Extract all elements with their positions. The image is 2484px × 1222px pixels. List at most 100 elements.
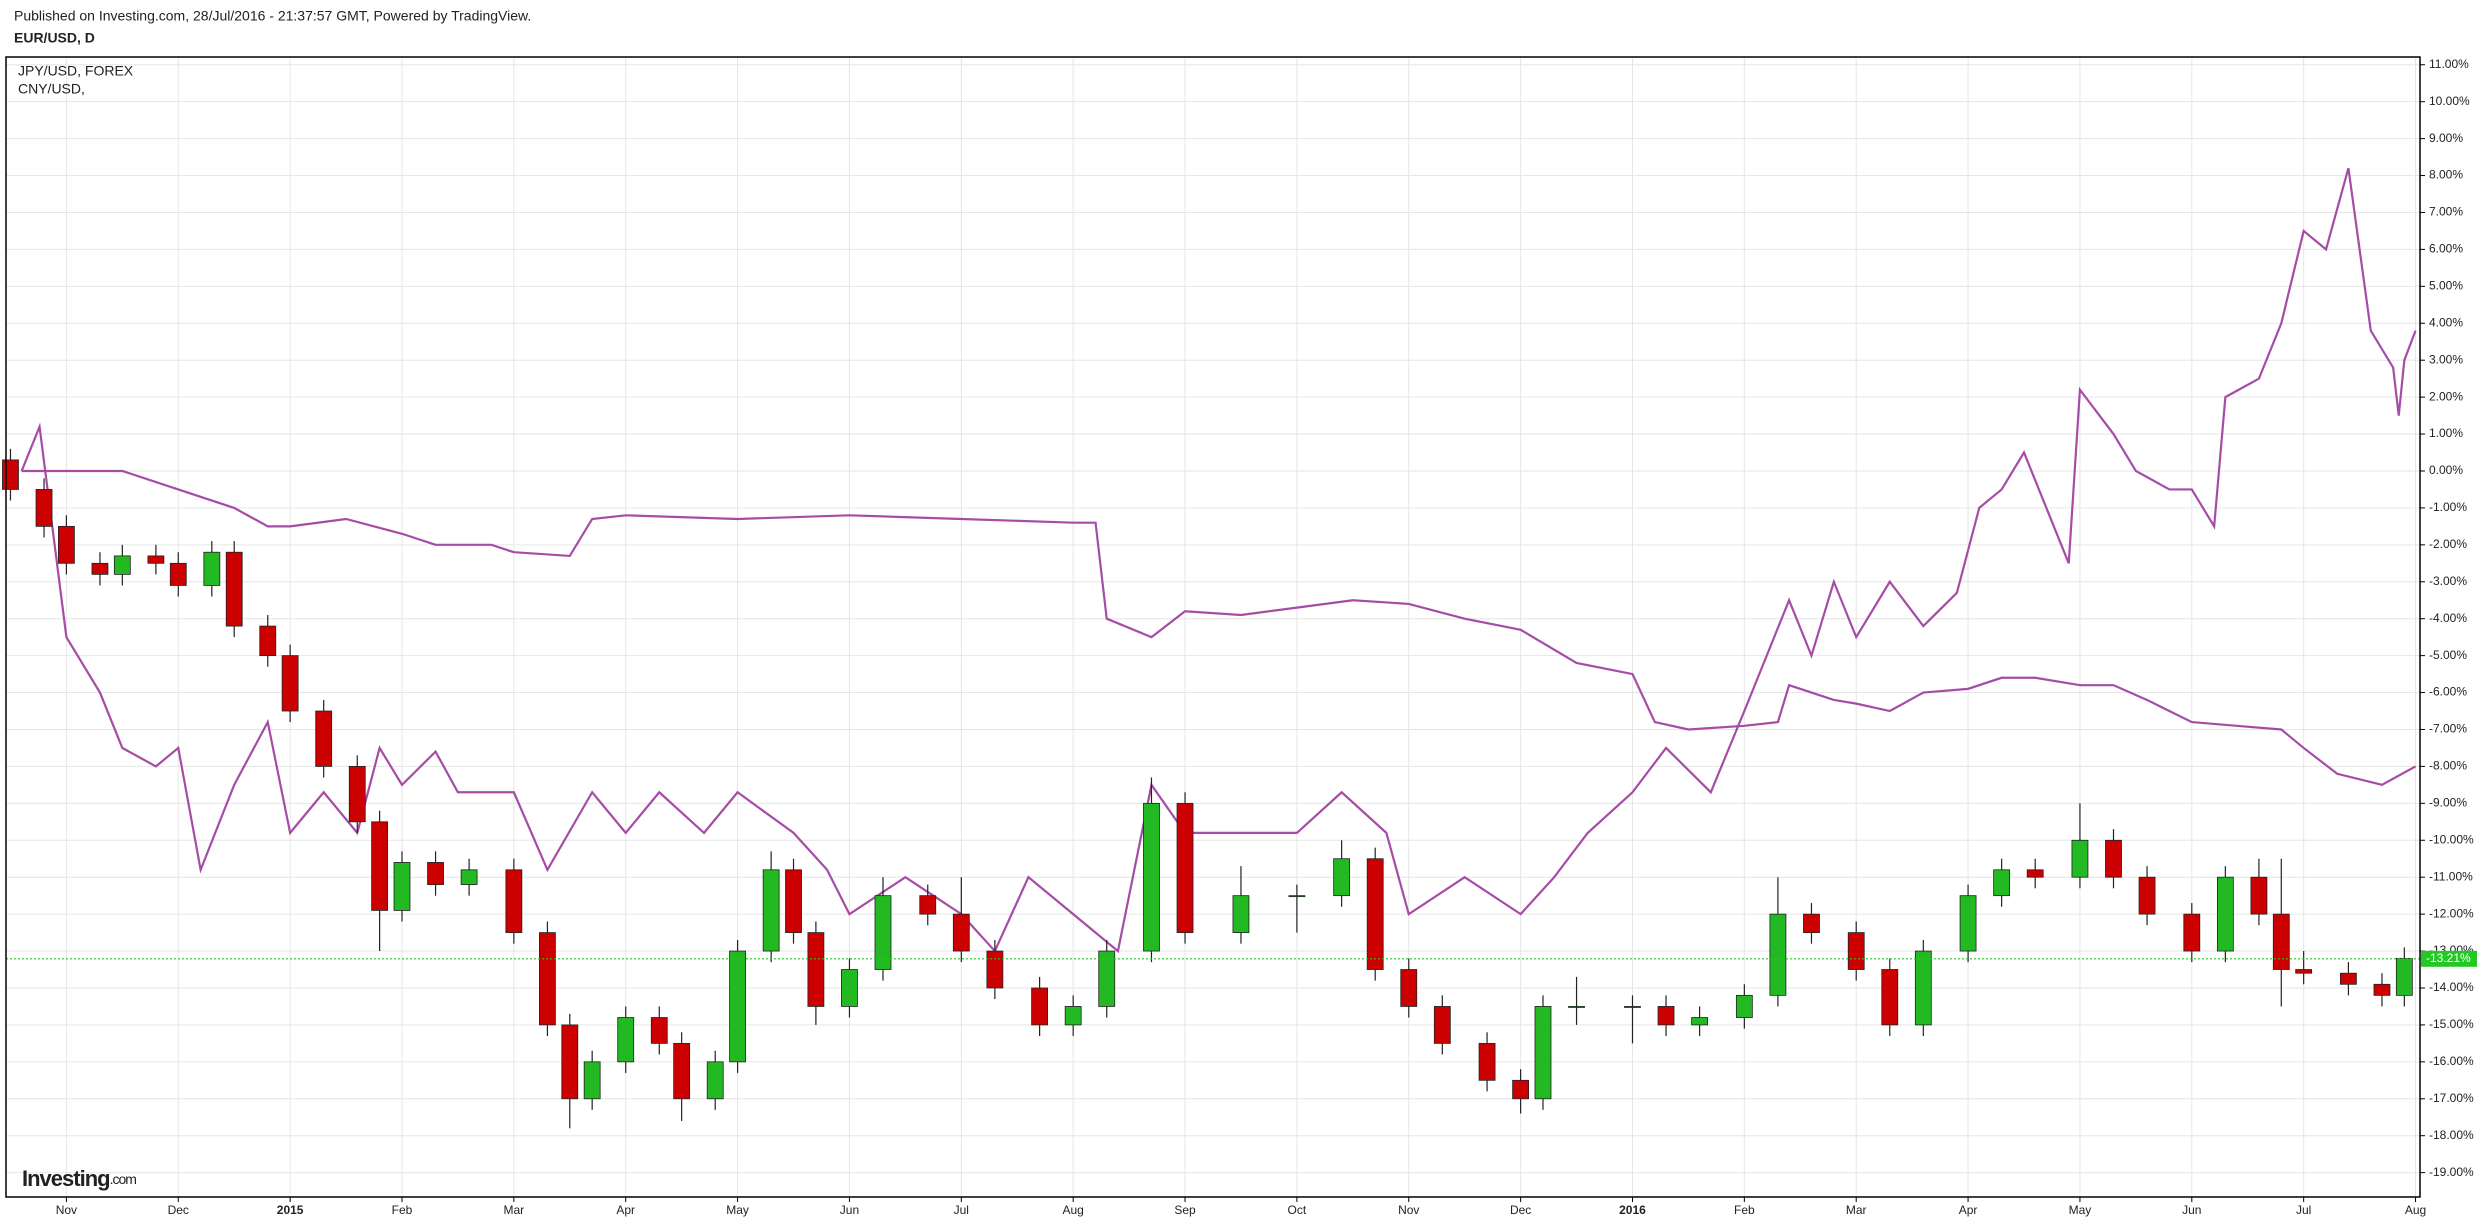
y-tick-label: 7.00% (2429, 205, 2463, 219)
candle-body (2183, 913, 2201, 952)
x-tick-label: Jul (954, 1203, 969, 1217)
candle-body (2216, 876, 2234, 952)
candle-body (1333, 858, 1351, 897)
x-tick-label: Mar (1846, 1203, 1867, 1217)
candle-body (706, 1061, 724, 1100)
y-tick-label: -5.00% (2429, 648, 2467, 662)
candle-body (35, 489, 53, 527)
candle-body (1232, 895, 1250, 933)
candle-body (315, 710, 333, 767)
x-tick-label: Aug (1062, 1203, 1083, 1217)
candle-body (1691, 1017, 1709, 1026)
y-tick-label: -11.00% (2429, 869, 2473, 883)
candle-body (1735, 994, 1753, 1018)
y-tick-label: -14.00% (2429, 980, 2474, 994)
logo-name: Investing (22, 1166, 110, 1191)
y-tick-label: -17.00% (2429, 1091, 2474, 1105)
y-tick-label: -4.00% (2429, 611, 2467, 625)
candle-body (561, 1024, 579, 1100)
candle-body (1176, 802, 1194, 933)
candle-body (539, 932, 556, 1026)
x-tick-label: Sep (1174, 1203, 1196, 1217)
candle-body (1366, 858, 1384, 970)
x-tick-label: 2015 (277, 1203, 304, 1217)
x-tick-label: Jun (840, 1203, 859, 1217)
y-tick-label: 4.00% (2429, 315, 2463, 329)
chart-title: EUR/USD, D (14, 30, 95, 46)
y-tick-label: 5.00% (2429, 279, 2463, 293)
candle-body (460, 869, 478, 885)
y-tick-label: 6.00% (2429, 242, 2463, 256)
candle-body (1433, 1006, 1451, 1044)
candle-body (1624, 1006, 1641, 1008)
candle-body (1478, 1042, 1496, 1081)
y-tick-label: 10.00% (2429, 94, 2470, 108)
x-tick-label: Mar (504, 1203, 525, 1217)
candle-body (259, 625, 277, 657)
last-value-box (2421, 950, 2477, 967)
y-tick-label: -16.00% (2429, 1054, 2474, 1068)
y-tick-label: -8.00% (2429, 759, 2467, 773)
candle-body (841, 969, 858, 1007)
candle-body (2, 459, 19, 490)
candle-body (113, 555, 131, 575)
logo-suffix: .com (110, 1171, 137, 1187)
candle-body (2250, 876, 2268, 915)
candle-body (583, 1061, 601, 1100)
x-tick-label: Nov (56, 1203, 77, 1217)
x-tick-label: Feb (1734, 1203, 1755, 1217)
candle-body (91, 562, 109, 575)
line-series (20, 167, 2417, 954)
candle-body (58, 525, 75, 564)
candle-body (2138, 876, 2156, 915)
y-tick-label: 2.00% (2429, 389, 2463, 403)
x-tick-label: Nov (1398, 1203, 1419, 1217)
candle-body (348, 766, 366, 823)
plot-frame (5, 56, 2421, 1198)
candle-body (2395, 958, 2413, 996)
candle-body (2105, 839, 2122, 878)
y-tick-label: 11.00% (2429, 57, 2469, 71)
candle-body (281, 655, 299, 712)
candle-body (1064, 1006, 1082, 1026)
y-tick-label: -7.00% (2429, 722, 2467, 736)
y-tick-label: 3.00% (2429, 352, 2463, 366)
candle-body (2272, 913, 2290, 970)
candle-body (1881, 969, 1899, 1026)
y-tick-label: 8.00% (2429, 168, 2463, 182)
line-series (21, 469, 2417, 787)
candle-body (1031, 987, 1049, 1026)
candle-body (729, 950, 746, 1063)
candle-body (505, 869, 523, 933)
candle-body (225, 551, 243, 627)
x-tick-label: May (2069, 1203, 2092, 1217)
candle-body (1534, 1006, 1552, 1100)
candle-body (1400, 969, 1418, 1007)
candle-body (762, 869, 780, 952)
candle-body (1512, 1079, 1530, 1100)
candle-body (874, 895, 892, 970)
candle-body (1993, 869, 2011, 897)
candle-body (1143, 802, 1160, 952)
candle-body (650, 1017, 668, 1044)
y-tick-label: -12.00% (2429, 906, 2474, 920)
x-tick-label: 2016 (1619, 1203, 1646, 1217)
candle-body (2026, 869, 2044, 878)
y-tick-label: -9.00% (2429, 796, 2467, 810)
candle-body (2295, 969, 2313, 974)
y-tick-label: 0.00% (2429, 463, 2463, 477)
last-value-label: -13.21% (2426, 951, 2471, 965)
y-tick-label: -1.00% (2429, 500, 2467, 514)
y-tick-label: -15.00% (2429, 1017, 2474, 1031)
legend-entry: JPY/USD, FOREX (18, 63, 134, 79)
y-tick-label: 9.00% (2429, 131, 2463, 145)
candle-body (952, 913, 970, 952)
x-tick-label: Aug (2405, 1203, 2426, 1217)
candle-body (1098, 950, 1116, 1007)
candle-body (1959, 895, 1977, 952)
candle-body (1803, 913, 1820, 933)
candle-body (1288, 895, 1306, 898)
y-tick-label: -2.00% (2429, 537, 2467, 551)
